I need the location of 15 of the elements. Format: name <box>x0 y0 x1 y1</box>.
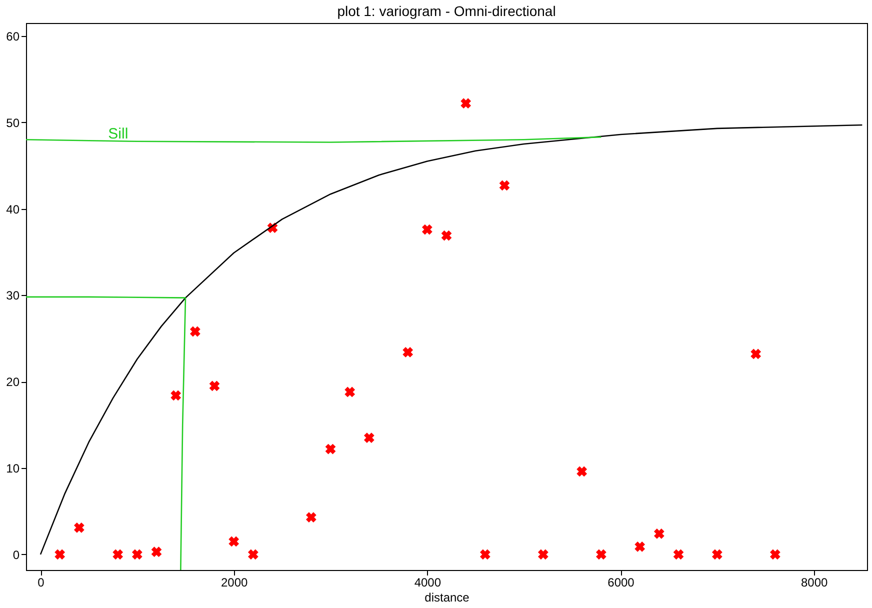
y-tick-label: 20 <box>6 375 20 390</box>
y-tick-label: 40 <box>6 202 20 216</box>
chart-title: plot 1: variogram - Omni-directional <box>337 3 556 19</box>
x-tick-label: 6000 <box>608 576 635 590</box>
y-tick-label: 50 <box>6 116 20 130</box>
y-tick-label: 0 <box>12 548 20 562</box>
x-axis-title: distance <box>424 590 470 604</box>
x-tick-label: 4000 <box>414 576 442 590</box>
x-tick-label: 8000 <box>800 576 828 590</box>
y-tick-label: 60 <box>6 29 20 44</box>
x-tick-label: 0 <box>38 576 45 590</box>
y-tick-label: 30 <box>6 288 20 303</box>
annotation: Sill <box>108 125 128 142</box>
y-tick-label: 10 <box>6 462 20 476</box>
x-tick-label: 2000 <box>220 576 248 590</box>
